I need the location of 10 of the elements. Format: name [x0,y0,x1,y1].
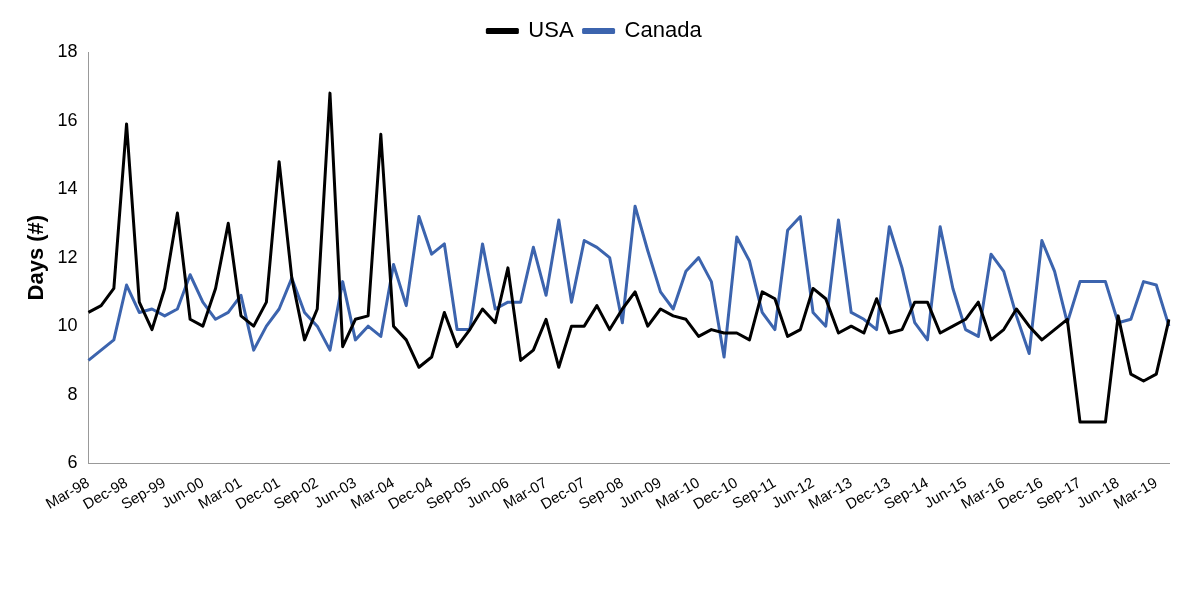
legend-label: USA [528,17,574,43]
legend-label: Canada [624,17,703,43]
y-tick-label: 6 [67,452,78,473]
y-tick-label: 10 [57,315,78,336]
y-tick-label: 16 [57,109,78,130]
y-axis-title: Days (#) [23,214,49,301]
y-tick-label: 8 [67,383,78,404]
y-tick-label: 18 [57,40,78,61]
y-tick-label: 12 [57,246,78,267]
y-tick-label: 14 [57,178,78,199]
